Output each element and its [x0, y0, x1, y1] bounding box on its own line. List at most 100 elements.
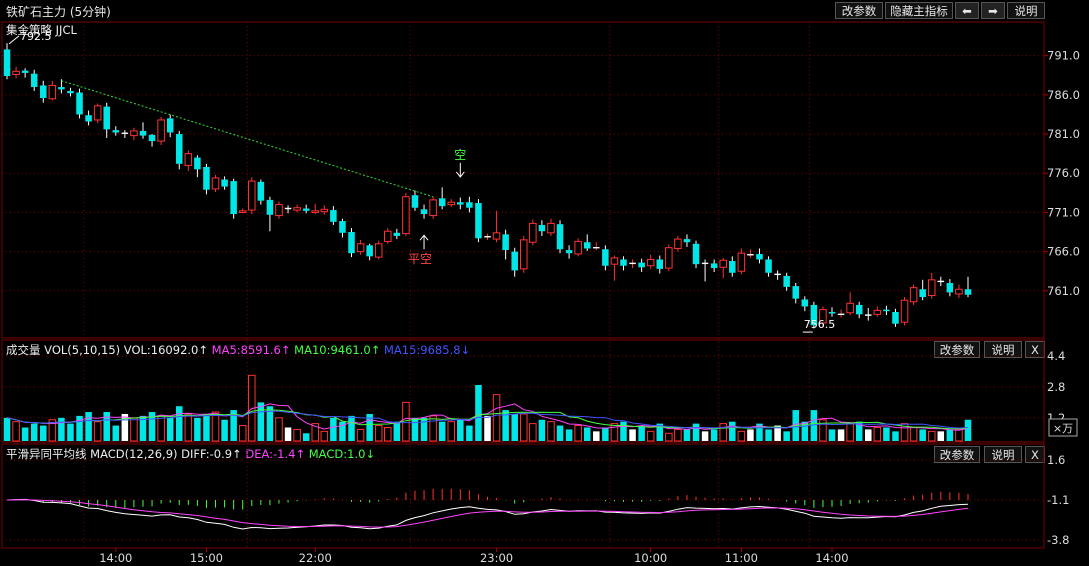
volume-bar: [747, 429, 754, 441]
arrow-right-icon[interactable]: ➡: [981, 2, 1005, 19]
vol-ma5-line: [6, 403, 969, 431]
volume-bar: [393, 421, 401, 441]
macd-tick-label: 1.6: [1047, 453, 1065, 467]
candle-down: [221, 179, 228, 187]
volume-bar: [765, 429, 772, 441]
arrow-left-icon[interactable]: ⬅: [955, 2, 979, 19]
vol-ma5-label: MA5:8591.6↑: [211, 343, 291, 357]
help-button[interactable]: 说明: [1007, 2, 1045, 19]
candle-up: [520, 239, 528, 270]
volume-bar: [737, 430, 746, 442]
low-label: 756.5: [804, 318, 836, 331]
volume-bar: [21, 427, 29, 441]
volume-bar: [964, 419, 972, 441]
volume-bar: [909, 426, 918, 442]
candle-up: [293, 207, 301, 211]
volume-bar: [40, 425, 47, 441]
candle-down: [683, 239, 691, 243]
macd-value-label: MACD:1.0↓: [308, 447, 376, 461]
volume-bar: [466, 425, 473, 441]
volume-bar: [230, 410, 237, 441]
candle-up: [320, 208, 329, 213]
volume-bar: [828, 429, 836, 441]
candle-down: [765, 259, 772, 273]
hide-main-indicator-button[interactable]: 隐藏主指标: [885, 2, 953, 19]
candle-down: [792, 286, 800, 299]
diff-line: [6, 498, 969, 530]
candle-down: [946, 282, 954, 293]
price-tick-label: 786.0: [1047, 88, 1080, 102]
volume-bar: [520, 413, 528, 442]
volume-bar: [302, 433, 310, 441]
volume-bar: [130, 417, 138, 442]
volume-bar: [356, 428, 365, 442]
volume-params-button[interactable]: 改参数: [934, 341, 980, 358]
volume-bar: [103, 412, 110, 441]
candle-down: [58, 87, 65, 90]
macd-params-button[interactable]: 改参数: [934, 446, 980, 463]
time-label: 11:00: [725, 551, 758, 565]
volume-bar: [883, 427, 890, 441]
volume-title: 成交量 VOL(5,10,15) VOL:16092.0↑ MA5:8591.6…: [6, 343, 471, 357]
volume-bar: [819, 419, 827, 442]
candle-down: [855, 304, 863, 315]
candle-down: [502, 234, 509, 251]
volume-bar: [774, 425, 781, 441]
candle-up: [275, 204, 283, 217]
volume-bar: [447, 421, 455, 442]
candle-down: [475, 203, 482, 239]
volume-help-button[interactable]: 说明: [984, 341, 1022, 358]
macd-help-button[interactable]: 说明: [984, 446, 1022, 463]
candle-down: [112, 130, 120, 133]
high-pointer: [8, 35, 20, 45]
candle-up: [846, 302, 854, 314]
volume-bar: [665, 432, 673, 442]
volume-bar: [148, 412, 156, 441]
candle-up: [719, 259, 727, 268]
candle-down: [302, 208, 310, 211]
candle-up: [429, 199, 437, 217]
price-tick-label: 781.0: [1047, 127, 1080, 141]
time-label: 10:00: [634, 551, 667, 565]
price-tick-label: 766.0: [1047, 245, 1080, 259]
volume-bar: [810, 410, 818, 441]
macd-tick-label: -1.1: [1047, 493, 1069, 507]
candle-down: [330, 210, 337, 222]
volume-bar: [211, 411, 220, 442]
time-label: 15:00: [190, 551, 223, 565]
volume-bar: [602, 427, 609, 441]
volume-bar: [574, 425, 582, 442]
candle-down: [366, 245, 373, 257]
candle-up: [574, 240, 582, 255]
strategy-label: 集金策略 JJCL: [6, 23, 77, 37]
price-tick-label: 771.0: [1047, 205, 1080, 219]
macd-tick-label: -3.8: [1047, 533, 1069, 547]
candle-down: [194, 157, 201, 170]
candle-down: [175, 134, 183, 164]
volume-unit-label: ×万: [1053, 422, 1073, 435]
candle-down: [438, 198, 446, 207]
candle-up: [900, 299, 909, 323]
volume-bar: [238, 425, 247, 442]
candle-up: [674, 238, 682, 249]
volume-bar: [420, 417, 428, 441]
candle-down: [339, 221, 346, 233]
cover-short-signal: 平空: [408, 252, 432, 266]
time-label: 22:00: [299, 551, 332, 565]
volume-bar: [293, 428, 301, 442]
candle-up: [955, 288, 963, 295]
candle-down: [556, 224, 564, 250]
vol-ma10-label: MA10:9461.0↑: [294, 343, 381, 357]
volume-bar: [729, 421, 736, 441]
volume-bar: [511, 413, 518, 441]
volume-bar: [683, 429, 691, 441]
volume-bar: [475, 384, 482, 441]
candle-up: [927, 279, 936, 297]
change-params-button[interactable]: 改参数: [835, 2, 883, 19]
volume-tick-label: 4.4: [1047, 349, 1065, 363]
candle-down: [466, 202, 473, 208]
volume-bar: [719, 423, 727, 442]
volume-bar: [85, 412, 92, 441]
volume-bar: [284, 427, 292, 441]
